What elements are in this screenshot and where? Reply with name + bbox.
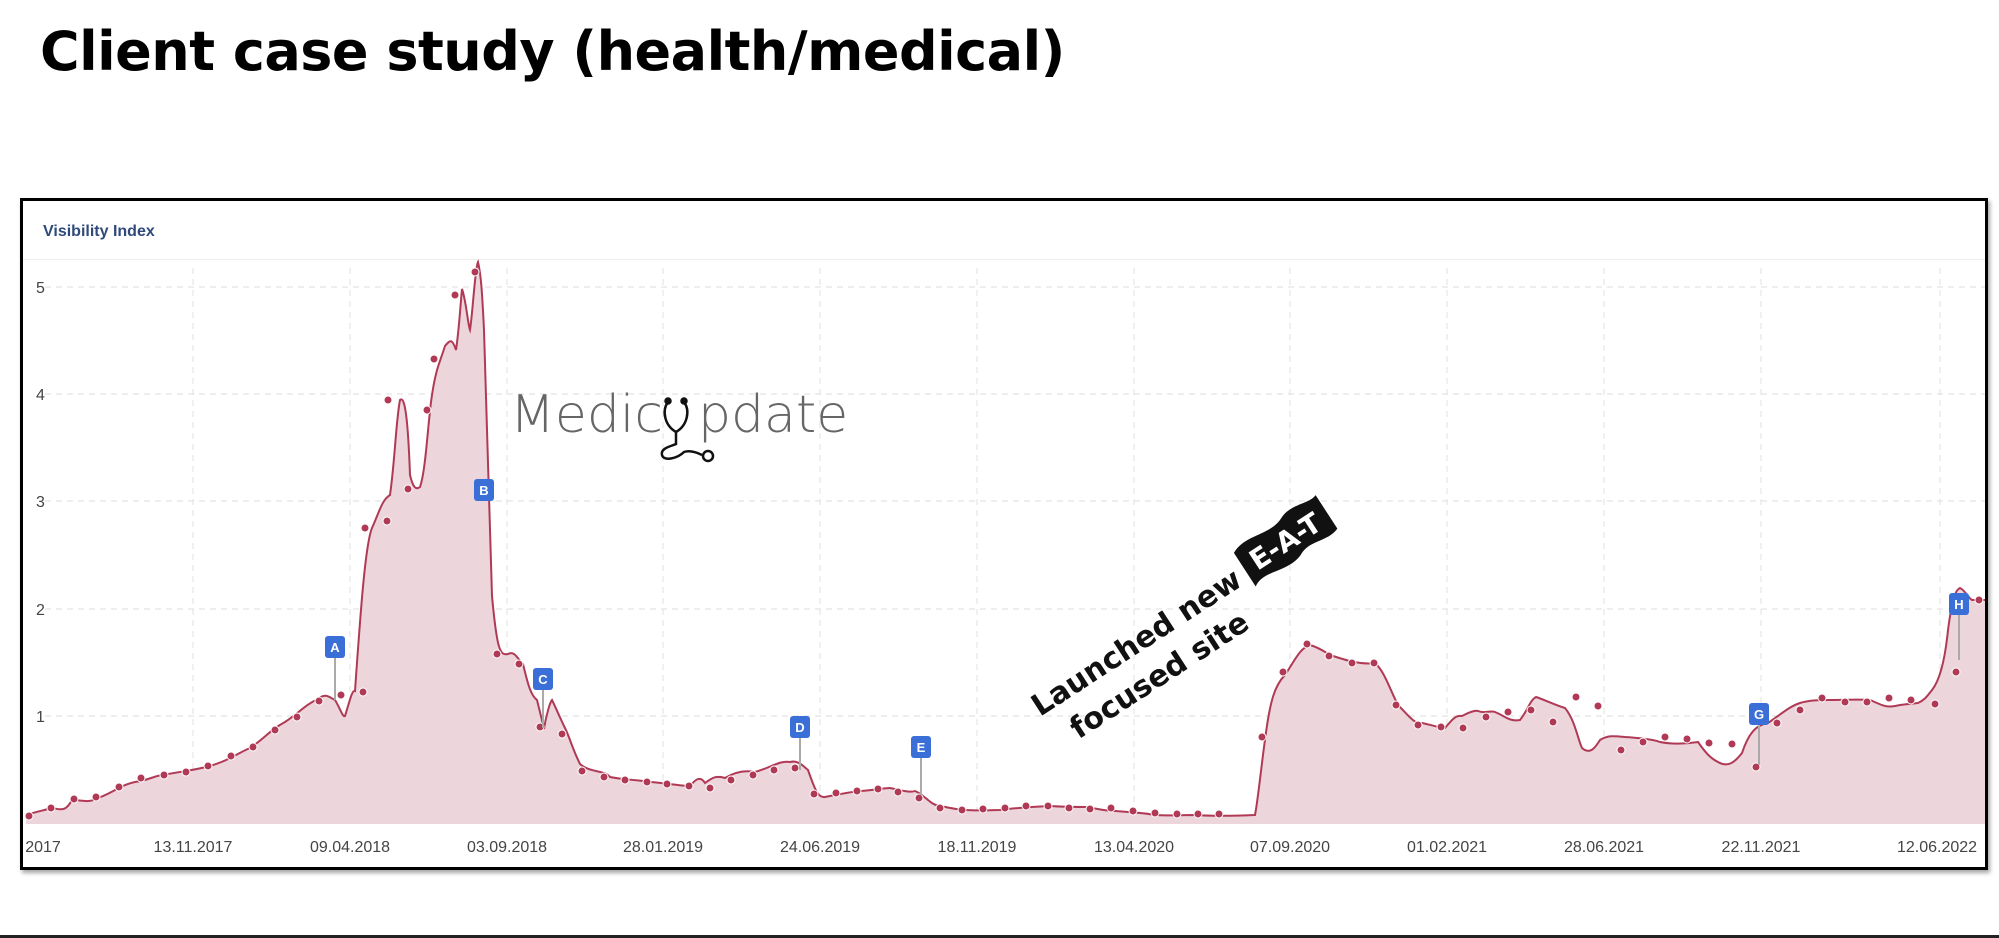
svg-text:09.04.2018: 09.04.2018 <box>310 839 390 856</box>
marker-A[interactable]: A <box>325 636 345 700</box>
svg-text:C: C <box>538 672 548 687</box>
svg-text:12.06.2022: 12.06.2022 <box>1897 839 1977 856</box>
data-points <box>24 267 1984 821</box>
svg-text:18.11.2019: 18.11.2019 <box>938 839 1017 856</box>
svg-text:28.01.2019: 28.01.2019 <box>623 839 703 856</box>
svg-text:2: 2 <box>36 602 45 619</box>
svg-text:E: E <box>917 740 926 755</box>
svg-text:4: 4 <box>36 387 45 404</box>
svg-text:01.02.2021: 01.02.2021 <box>1407 839 1487 856</box>
marker-C[interactable]: C <box>533 668 553 728</box>
svg-text:H: H <box>1954 597 1963 612</box>
chart-title: Visibility Index <box>43 223 155 240</box>
marker-H[interactable]: H <box>1949 593 1969 660</box>
x-axis-labels: 2017 13.11.2017 09.04.2018 03.09.2018 28… <box>25 839 1977 856</box>
svg-text:pdate: pdate <box>698 385 848 445</box>
event-markers: A B C D E G H <box>325 479 1969 795</box>
svg-text:13.04.2020: 13.04.2020 <box>1094 839 1174 856</box>
y-axis-labels: 5 4 3 2 1 <box>36 280 45 726</box>
visibility-line <box>25 259 1985 817</box>
stethoscope-icon <box>660 397 715 463</box>
svg-text:A: A <box>330 640 340 655</box>
svg-text:B: B <box>479 483 488 498</box>
marker-B[interactable]: B <box>474 479 494 501</box>
svg-text:5: 5 <box>36 280 45 297</box>
chart-header: Visibility Index <box>23 201 1985 260</box>
marker-E[interactable]: E <box>911 736 931 795</box>
svg-text:Medic: Medic <box>510 385 663 445</box>
medicupdate-logo: Medic pdate <box>510 385 848 463</box>
svg-text:03.09.2018: 03.09.2018 <box>467 839 547 856</box>
marker-D[interactable]: D <box>790 716 810 770</box>
bottom-rule <box>0 935 1999 938</box>
slide-title: Client case study (health/medical) <box>40 20 1065 83</box>
eat-badge: E-A-T <box>1233 495 1338 587</box>
svg-text:2017: 2017 <box>25 839 61 856</box>
marker-G[interactable]: G <box>1749 703 1769 765</box>
svg-text:28.06.2021: 28.06.2021 <box>1564 839 1644 856</box>
svg-text:07.09.2020: 07.09.2020 <box>1250 839 1330 856</box>
svg-text:G: G <box>1754 707 1764 722</box>
svg-text:22.11.2021: 22.11.2021 <box>1722 839 1801 856</box>
visibility-area <box>26 262 1985 824</box>
svg-text:24.06.2019: 24.06.2019 <box>780 839 860 856</box>
svg-text:1: 1 <box>36 709 45 726</box>
svg-text:13.11.2017: 13.11.2017 <box>154 839 233 856</box>
svg-text:3: 3 <box>36 494 45 511</box>
svg-text:D: D <box>795 720 804 735</box>
